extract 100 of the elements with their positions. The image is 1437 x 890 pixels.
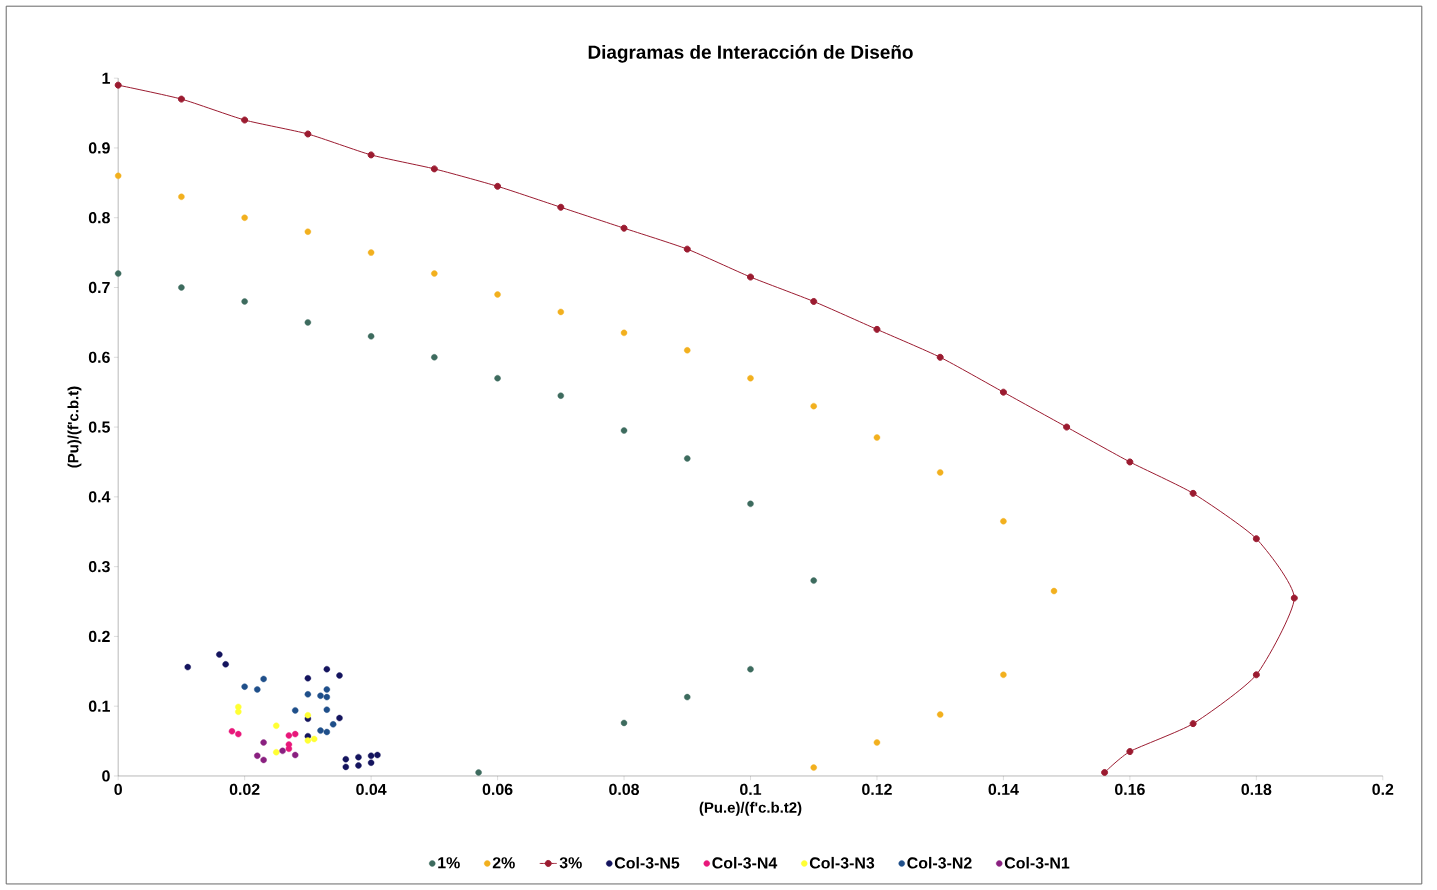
- point: [304, 737, 312, 744]
- point: [936, 711, 944, 718]
- point: [367, 759, 375, 766]
- point: [810, 764, 817, 771]
- point: [620, 224, 628, 232]
- legend-label: Col-3-N1: [1004, 856, 1070, 869]
- point: [317, 692, 324, 699]
- chart-title: Diagramas de Interacción de Diseño: [588, 44, 913, 63]
- legend-label: Col-3-N5: [614, 856, 680, 869]
- point: [323, 706, 331, 713]
- point: [1290, 594, 1298, 602]
- point: [873, 325, 881, 333]
- x-tick-label: 0.1: [740, 783, 762, 795]
- point: [184, 663, 191, 671]
- x-tick-label: 0.14: [988, 783, 1019, 795]
- legend-label: Col-3-N3: [809, 856, 875, 869]
- point: [260, 675, 267, 683]
- point: [374, 751, 381, 759]
- y-tick-label: 0.3: [88, 560, 110, 573]
- legend-label: 1%: [438, 857, 460, 869]
- point: [873, 434, 881, 441]
- x-tick-label: 0.08: [609, 783, 640, 795]
- point: [114, 270, 122, 277]
- legend-label: 2%: [492, 857, 515, 869]
- point: [430, 165, 438, 173]
- point: [241, 214, 248, 221]
- point: [260, 756, 267, 764]
- point: [336, 714, 343, 722]
- x-tick-label: 0.04: [356, 783, 387, 795]
- point: [747, 374, 754, 382]
- point: [620, 427, 628, 434]
- point: [810, 402, 817, 410]
- y-axis-title: (Pu)/(f'c.b.t): [67, 386, 82, 468]
- point: [431, 270, 438, 277]
- x-tick-label: 0.12: [862, 783, 892, 795]
- point: [292, 751, 299, 759]
- point: [367, 151, 375, 159]
- y-tick-label: 0.7: [88, 281, 110, 294]
- point: [254, 752, 261, 759]
- point: [254, 686, 261, 693]
- point: [323, 665, 331, 673]
- point: [1252, 671, 1260, 679]
- point: [342, 763, 350, 771]
- x-tick-label: 0.2: [1372, 783, 1394, 795]
- point: [683, 245, 691, 253]
- x-tick-label: 0.18: [1241, 783, 1272, 795]
- point: [323, 693, 331, 701]
- point: [1000, 671, 1007, 678]
- point: [999, 388, 1007, 396]
- point: [431, 354, 438, 361]
- y-tick-label: 0.2: [88, 630, 110, 642]
- point: [241, 116, 249, 124]
- point: [747, 500, 754, 507]
- point: [178, 284, 185, 291]
- point: [260, 739, 267, 746]
- point: [304, 675, 312, 682]
- y-tick-label: 0.8: [88, 212, 110, 224]
- point: [620, 719, 628, 727]
- point: [684, 347, 691, 354]
- point: [235, 730, 242, 738]
- point: [241, 683, 248, 690]
- point: [1000, 518, 1007, 525]
- point: [620, 329, 628, 336]
- y-tick-label: 0.6: [88, 351, 110, 363]
- point: [557, 392, 564, 399]
- point: [936, 353, 944, 361]
- point: [292, 707, 299, 714]
- point: [936, 469, 944, 476]
- point: [304, 130, 312, 138]
- point: [317, 727, 324, 734]
- point: [279, 747, 286, 754]
- point: [342, 755, 350, 763]
- point: [304, 691, 312, 698]
- point: [367, 333, 375, 340]
- point: [1189, 720, 1197, 728]
- point: [323, 728, 331, 736]
- point: [1063, 423, 1071, 431]
- y-tick-label: 0.4: [88, 491, 111, 503]
- point: [285, 732, 293, 739]
- point: [228, 728, 236, 735]
- point: [304, 319, 312, 326]
- point: [114, 172, 122, 179]
- point: [304, 228, 312, 235]
- point: [336, 672, 343, 679]
- x-tick-label: 0: [114, 783, 122, 795]
- point: [475, 769, 482, 776]
- point: [292, 730, 299, 738]
- y-tick-label: 0.5: [88, 421, 110, 433]
- point: [494, 291, 501, 298]
- point: [329, 721, 337, 728]
- point: [367, 249, 375, 256]
- point: [557, 203, 565, 211]
- point: [273, 722, 280, 729]
- y-tick-label: 0.9: [88, 142, 110, 154]
- x-tick-label: 0.16: [1115, 783, 1145, 795]
- point: [323, 686, 331, 693]
- point: [1101, 768, 1109, 776]
- point: [684, 693, 691, 701]
- point: [241, 298, 248, 305]
- point: [1252, 535, 1260, 543]
